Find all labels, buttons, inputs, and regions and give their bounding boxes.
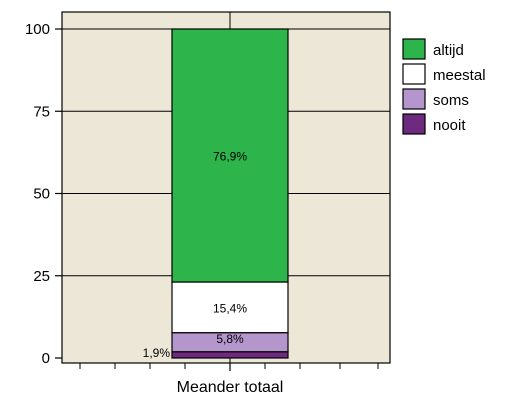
y-tick-label: 0 <box>42 350 50 367</box>
y-tick-label: 100 <box>25 21 50 38</box>
bar-segment-meestal <box>171 281 289 334</box>
data-label-soms: 5,8% <box>216 332 244 346</box>
legend-label-altijd: altijd <box>433 42 464 59</box>
y-axis: 0 25 50 75 100 <box>25 21 62 367</box>
legend-swatch-soms <box>402 88 426 110</box>
data-labels: 1,9% 5,8% 15,4% 76,9% <box>143 150 248 360</box>
data-label-nooit: 1,9% <box>143 346 171 360</box>
legend-label-soms: soms <box>433 92 469 109</box>
legend-swatch-meestal <box>402 63 426 85</box>
y-tick-label: 25 <box>33 268 50 285</box>
bar-segments <box>171 28 289 359</box>
legend-label-meestal: meestal <box>433 67 486 84</box>
data-label-meestal: 15,4% <box>213 301 247 315</box>
legend-swatch-altijd <box>402 38 426 60</box>
x-axis: Meander totaal <box>79 363 379 396</box>
bar-segment-altijd <box>171 28 289 283</box>
y-tick-label: 50 <box>33 186 50 203</box>
y-tick-label: 75 <box>33 103 50 120</box>
legend-swatch-nooit <box>402 113 426 135</box>
category-label: Meander totaal <box>177 379 284 396</box>
legend-label-nooit: nooit <box>433 117 466 134</box>
bar-segment-nooit <box>171 351 289 359</box>
data-label-altijd: 76,9% <box>213 150 247 164</box>
legend: altijd meestal soms nooit <box>402 38 486 135</box>
